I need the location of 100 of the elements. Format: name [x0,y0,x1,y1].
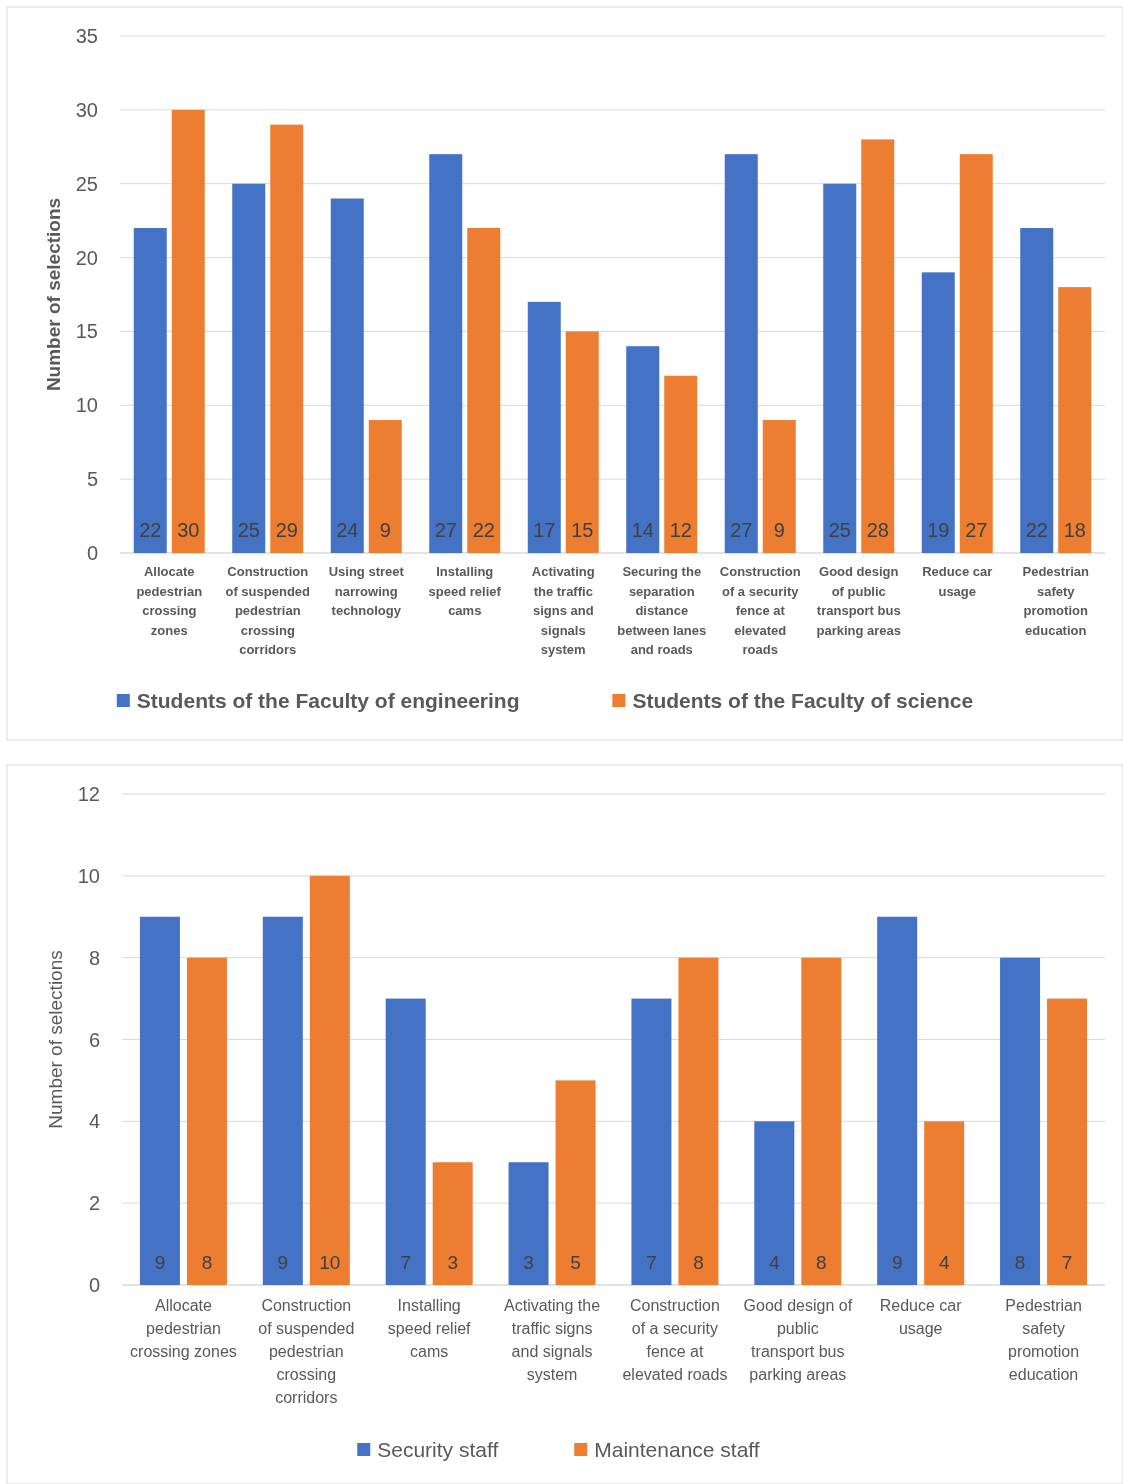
bar [921,272,955,553]
data-label: 7 [1061,1252,1073,1273]
y-tick-label: 15 [75,320,98,343]
data-label: 25 [237,519,260,541]
legend-label: Maintenance staff [594,1438,760,1462]
y-tick-label: 20 [75,246,98,269]
x-tick-label: Pedestrian safety promotion education [1022,564,1090,638]
bar [664,375,698,553]
bar [631,998,672,1285]
bar [133,228,167,553]
data-label: 15 [571,519,594,541]
y-tick-label: 10 [77,864,100,887]
bar [861,139,895,553]
y-tick-label: 6 [88,1028,100,1051]
x-tick-label: Pedestrian safety promotion education [1005,1297,1082,1383]
x-tick-label: Good design of public transport bus parking areas [816,564,902,638]
x-tick-label: Installing speed relief cams [428,564,502,618]
bar [385,998,426,1285]
data-label: 7 [646,1252,657,1273]
data-label: 24 [336,519,359,541]
legend-label: Security staff [377,1438,499,1462]
bar [1047,998,1088,1285]
bar [754,1121,795,1285]
y-axis-title: Number of selections [43,197,64,392]
bar [877,916,918,1285]
data-label: 4 [938,1252,950,1273]
y-tick-label: 25 [75,172,98,195]
bar [171,109,205,553]
bar [527,301,561,553]
x-tick-label: Reduce car usage [879,1297,963,1337]
bar [432,1162,473,1285]
bar [1058,287,1092,553]
data-label: 19 [927,519,950,541]
x-tick-label: Installing speed relief cams [387,1297,472,1360]
data-label: 9 [891,1252,903,1273]
bar [762,420,796,553]
data-label: 12 [669,519,692,541]
data-label: 3 [447,1252,458,1273]
bar [232,183,266,553]
x-tick-label: Allocate pedestrian crossing zones [136,564,203,638]
data-label: 8 [201,1252,213,1273]
y-tick-label: 12 [77,783,100,805]
bar [959,154,993,553]
bar [508,1162,549,1285]
bar [186,957,227,1285]
data-label: 28 [866,519,889,541]
data-label: 10 [319,1252,341,1273]
y-tick-label: 30 [75,98,98,121]
x-tick-label: Construction of a security fence at elevated roads [719,564,801,657]
data-label: 22 [139,519,162,541]
y-tick-label: 4 [88,1110,100,1133]
y-axis-title: Number of selections [45,950,66,1129]
data-label: 3 [523,1252,534,1273]
y-tick-label: 5 [86,468,98,491]
data-label: 27 [730,519,753,541]
data-label: 9 [154,1252,166,1273]
y-tick-label: 0 [86,542,98,564]
y-tick-label: 0 [88,1274,100,1296]
data-label: 8 [693,1252,704,1273]
bar [429,154,463,553]
bar [467,228,501,553]
data-label: 22 [1025,519,1048,541]
x-tick-label: Construction of suspended pedestrian crossing corridors [258,1297,355,1406]
bar [555,1080,596,1285]
bar [626,346,660,553]
bar [801,957,842,1285]
x-tick-label: Reduce car usage [922,564,993,599]
y-tick-label: 2 [88,1192,100,1215]
x-tick-label: Construction of a security fence at elevated roads [622,1297,728,1383]
data-label: 17 [533,519,556,541]
y-tick-label: 10 [75,394,98,417]
data-label: 9 [773,519,785,541]
x-tick-label: Allocate pedestrian crossing zones [130,1297,237,1360]
data-label: 27 [434,519,457,541]
bar [262,916,303,1285]
bar [1020,228,1054,553]
data-label: 22 [472,519,495,541]
bar [924,1121,965,1285]
data-label: 14 [631,519,654,541]
bar [309,875,350,1285]
y-tick-label: 35 [75,25,98,47]
x-tick-label: Securing the separation distance between lanes and roads [617,564,707,657]
bar [1000,957,1041,1285]
data-label: 5 [570,1252,581,1273]
x-tick-label: Using street narrowing technology [328,564,405,618]
bar [330,198,364,553]
bar [724,154,758,553]
bar [565,331,599,553]
x-tick-label: Activating the traffic signs and signals system [531,564,595,657]
bar [139,916,180,1285]
bar [368,420,402,553]
data-label: 18 [1063,519,1086,541]
data-label: 8 [1014,1252,1026,1273]
data-label: 8 [816,1252,827,1273]
bar [678,957,719,1285]
data-label: 30 [177,519,200,541]
data-label: 9 [379,519,391,541]
data-label: 4 [769,1252,781,1273]
data-label: 25 [828,519,851,541]
x-tick-label: Activating the traffic signs and signals system [504,1297,601,1383]
